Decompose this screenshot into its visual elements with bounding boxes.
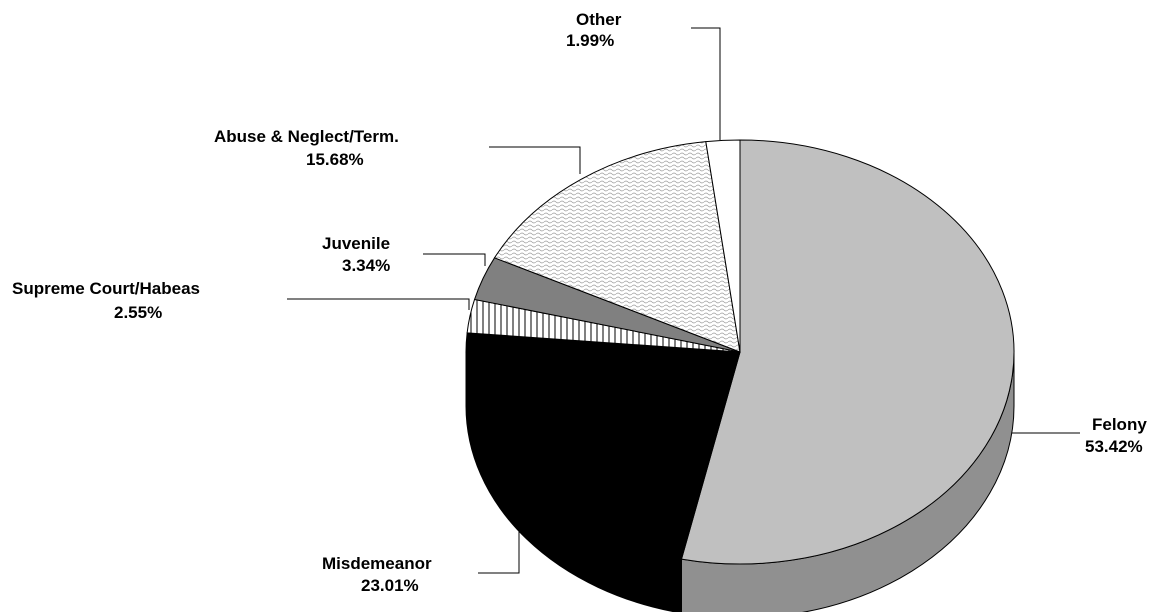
label-juvenile-value: 3.34% xyxy=(342,256,390,275)
label-abuse-neglect-name: Abuse & Neglect/Term. xyxy=(214,127,399,146)
slice-label-juvenile: Juvenile 3.34% xyxy=(322,234,486,275)
label-misdemeanor-value: 23.01% xyxy=(361,576,419,595)
pie-labels: Felony 53.42% Misdemeanor 23.01% Supreme… xyxy=(12,10,1147,595)
slice-label-abuse-neglect: Abuse & Neglect/Term. 15.68% xyxy=(214,127,581,174)
leader-line-misdemeanor xyxy=(478,530,520,574)
label-other-value: 1.99% xyxy=(566,31,614,50)
label-supreme-court-name: Supreme Court/Habeas xyxy=(12,279,200,298)
slice-other xyxy=(705,139,741,353)
label-abuse-neglect-value: 15.68% xyxy=(306,150,364,169)
label-other-name: Other xyxy=(576,10,622,29)
pie-slices xyxy=(465,139,1015,612)
leader-line-abuse-neglect xyxy=(489,146,581,174)
slice-label-felony: Felony 53.42% xyxy=(1012,415,1147,456)
leader-line-juvenile xyxy=(423,253,486,266)
slice-abuse-neglect-term xyxy=(493,141,741,353)
label-supreme-court-value: 2.55% xyxy=(114,303,162,322)
slice-label-supreme-court: Supreme Court/Habeas 2.55% xyxy=(12,279,470,322)
label-misdemeanor-name: Misdemeanor xyxy=(322,554,432,573)
label-felony-name: Felony xyxy=(1092,415,1147,434)
leader-line-supreme-court xyxy=(287,298,470,310)
slice-felony xyxy=(680,139,1015,565)
slice-misdemeanor xyxy=(465,332,741,560)
slice-label-other: Other 1.99% xyxy=(566,10,721,140)
label-felony-value: 53.42% xyxy=(1085,437,1143,456)
slice-label-misdemeanor: Misdemeanor 23.01% xyxy=(322,530,520,595)
label-juvenile-name: Juvenile xyxy=(322,234,390,253)
leader-line-other xyxy=(691,27,721,140)
